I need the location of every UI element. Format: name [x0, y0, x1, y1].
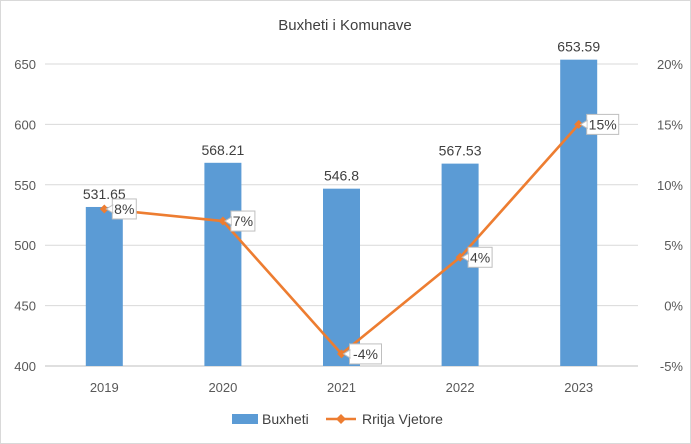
left-tick-label: 500 [14, 238, 36, 253]
line-label-pointer [461, 252, 470, 263]
line-label-pointer-mask [587, 121, 590, 128]
right-tick-label: -5% [660, 359, 684, 374]
right-tick-label: 20% [657, 57, 683, 72]
line-label-pointer-mask [231, 217, 234, 225]
legend-line-marker [336, 414, 346, 424]
line-value-label: 8% [114, 201, 134, 217]
line-marker [574, 119, 584, 129]
line-label-pointer-mask [468, 254, 471, 261]
left-tick-label: 550 [14, 178, 36, 193]
left-axis: 400 450 500 550 600 650 [14, 57, 36, 374]
x-tick-label: 2022 [446, 380, 475, 395]
legend: Buxheti Rritja Vjetore [232, 411, 443, 427]
legend-bar-swatch [232, 414, 258, 424]
bar-value-label: 567.53 [439, 143, 482, 159]
right-axis: -5% 0% 5% 10% 15% 20% [657, 57, 683, 374]
x-tick-label: 2019 [90, 380, 119, 395]
line-marker [99, 204, 109, 214]
bar-value-label: 568.21 [201, 142, 244, 158]
line-label-pointer [579, 119, 588, 130]
line-marker [218, 216, 228, 226]
right-tick-label: 10% [657, 178, 683, 193]
gridlines [45, 63, 638, 367]
line-marker [337, 349, 346, 359]
left-tick-label: 400 [14, 359, 36, 374]
bar [323, 188, 360, 366]
right-tick-label: 5% [664, 238, 683, 253]
legend-bar-label: Buxheti [262, 411, 309, 427]
bar [560, 59, 598, 367]
line-value-label: -4% [353, 346, 378, 362]
line-series [99, 119, 584, 359]
left-tick-label: 650 [14, 57, 36, 72]
line-label-pointer [105, 204, 114, 214]
line-label-pointer-mask [350, 350, 353, 358]
data-labels: 531.65 568.21 546.8 567.53 653.59 8% 7% -4% 4% 15… [83, 39, 620, 365]
bar [204, 162, 242, 366]
left-tick-label: 450 [14, 299, 36, 314]
bar-series [85, 59, 598, 367]
line-value-label: 4% [470, 249, 490, 265]
line-label-pointer-mask [113, 205, 116, 213]
x-axis: 2019 2020 2021 2022 2023 [90, 380, 593, 395]
left-tick-label: 600 [14, 117, 36, 132]
bar-value-label: 653.59 [557, 39, 600, 55]
right-tick-label: 0% [664, 299, 683, 314]
legend-line-label: Rritja Vjetore [362, 411, 443, 427]
line-marker [455, 252, 465, 262]
line-value-label: 15% [589, 116, 617, 132]
chart-title: Buxheti i Komunave [278, 17, 411, 34]
x-tick-label: 2021 [327, 380, 356, 395]
line-value-label: 7% [233, 213, 253, 229]
x-tick-label: 2023 [564, 380, 593, 395]
x-tick-label: 2020 [208, 380, 237, 395]
right-tick-label: 15% [657, 117, 683, 132]
bar [85, 206, 123, 366]
bar-value-label: 546.8 [324, 168, 359, 184]
bar-value-label: 531.65 [83, 186, 126, 202]
line-label-pointer [342, 349, 351, 359]
line-label-pointer [223, 216, 232, 226]
